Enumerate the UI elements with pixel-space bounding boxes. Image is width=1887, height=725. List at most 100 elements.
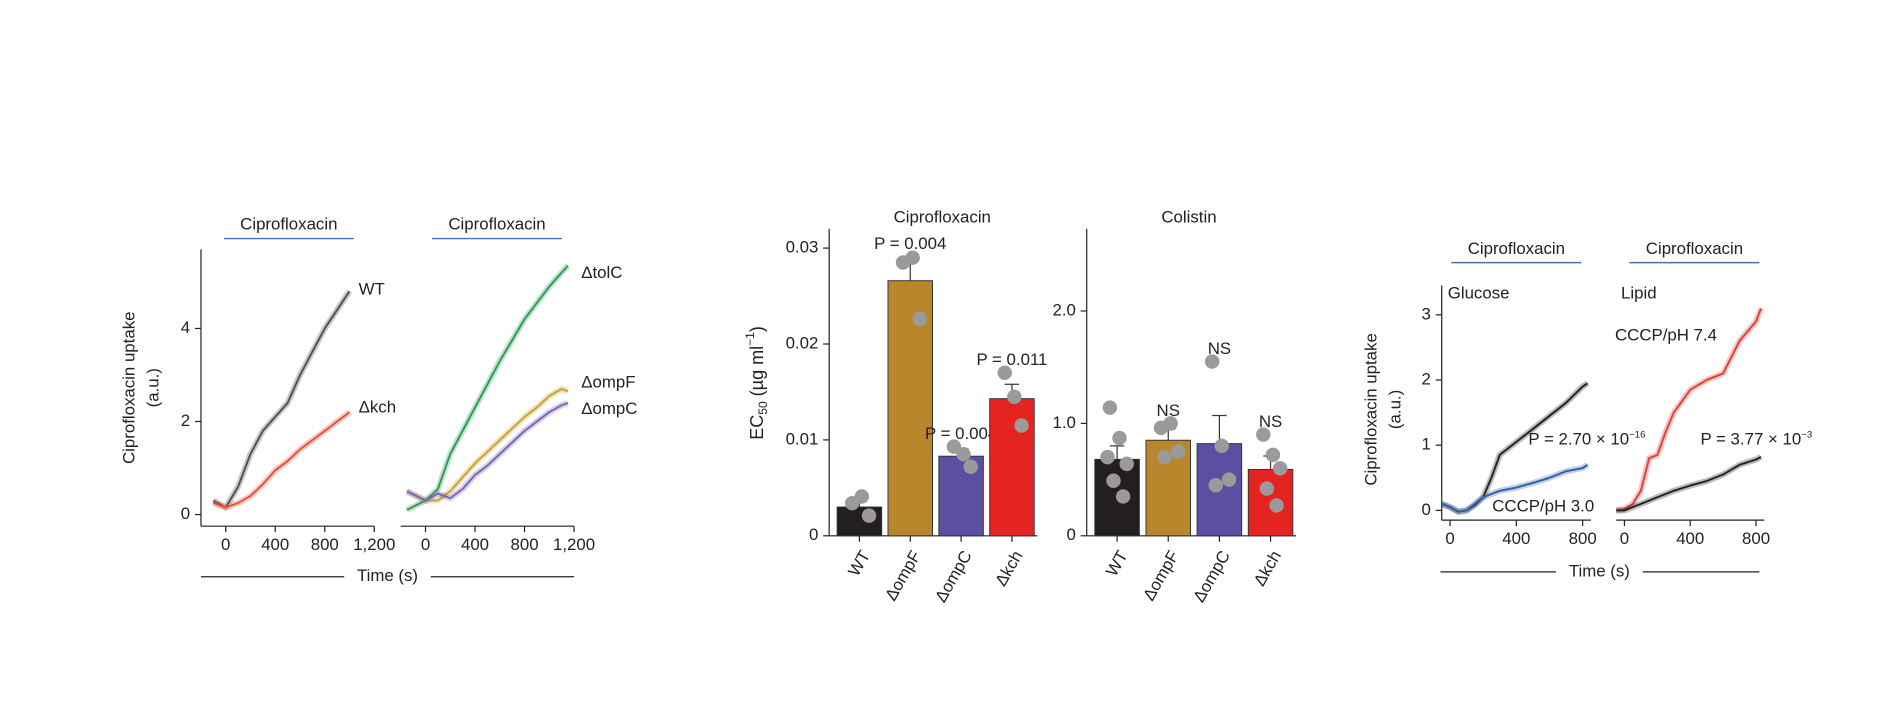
- series-label: WT: [359, 280, 385, 299]
- data-point: [1100, 449, 1115, 465]
- data-point: [854, 489, 870, 504]
- data-point: [912, 311, 928, 327]
- y-axis-label: Ciprofloxacin uptake: [1361, 333, 1380, 485]
- bar: [989, 398, 1035, 537]
- x-tick-label: 400: [261, 535, 289, 554]
- y-axis-label: EC50 (µg ml−1): [743, 326, 770, 440]
- y-tick-label: 2.0: [1052, 300, 1075, 319]
- panel-title: Colistin: [1161, 208, 1216, 227]
- y-tick-label: 2: [181, 411, 190, 430]
- x-tick-label: 800: [1742, 529, 1770, 548]
- p-value-exponent: −3: [1801, 429, 1812, 440]
- x-axis-label: Time (s): [357, 566, 418, 585]
- series-label: ΔompF: [581, 372, 635, 391]
- significance-label: NS: [1157, 401, 1180, 420]
- panel-title: Ciprofloxacin: [1468, 239, 1565, 258]
- panel-title: Ciprofloxacin: [894, 208, 991, 227]
- series-line: [406, 402, 569, 502]
- data-point: [997, 365, 1012, 380]
- significance-label: NS: [1208, 339, 1231, 358]
- y-tick-label: 0: [809, 525, 818, 544]
- series-label: ΔompC: [581, 399, 637, 418]
- x-tick-label: 800: [311, 535, 339, 554]
- data-point: [946, 439, 962, 454]
- data-point: [1272, 461, 1288, 476]
- data-point: [1157, 449, 1172, 465]
- series-line: [213, 411, 351, 509]
- p-value-text: P = 2.70 × 10: [1528, 430, 1629, 449]
- y-axis-label: (a.u.): [143, 368, 162, 407]
- x-tick-label: 0: [1620, 529, 1629, 548]
- data-point: [1115, 489, 1131, 504]
- x-tick-label: 1,200: [553, 535, 595, 554]
- panel-title: Ciprofloxacin: [1646, 239, 1743, 258]
- data-point: [1014, 418, 1029, 433]
- y-tick-label: 0: [181, 504, 190, 523]
- y-tick-label: 0: [1422, 500, 1431, 519]
- series-label: ΔtolC: [581, 263, 622, 282]
- bar: [836, 506, 883, 537]
- y-axis-label-part: ): [747, 326, 767, 332]
- significance-label: NS: [1259, 412, 1282, 431]
- significance-label: P = 0.004: [925, 424, 997, 443]
- series-label: Δkch: [359, 398, 396, 417]
- x-tick-label: 400: [461, 535, 489, 554]
- y-axis-label-part: EC: [747, 415, 767, 440]
- x-tick-label: 0: [1445, 529, 1454, 548]
- y-tick-label: 0.03: [786, 238, 819, 257]
- series-line: [1616, 456, 1762, 512]
- data-point: [1221, 472, 1237, 487]
- data-point: [1256, 427, 1271, 442]
- data-point: [1259, 481, 1275, 496]
- p-value-annotation: P = 2.70 × 10−16: [1528, 429, 1645, 449]
- y-tick-label: 0: [1067, 525, 1076, 544]
- y-axis-label: (a.u.): [1385, 390, 1404, 429]
- x-tick-label: 0: [221, 535, 230, 554]
- data-point: [1208, 477, 1223, 493]
- data-point: [1106, 473, 1121, 488]
- series-line: [406, 388, 569, 502]
- x-tick-label: 1,200: [353, 535, 395, 554]
- series-label: CCCP/pH 7.4: [1615, 325, 1717, 344]
- y-axis-label-part: 50: [756, 401, 770, 415]
- x-tick-label: 800: [510, 535, 538, 554]
- data-point: [1214, 438, 1230, 454]
- y-tick-label: 2: [1422, 369, 1431, 388]
- data-point: [1102, 400, 1118, 415]
- p-value-text: P = 3.77 × 10: [1700, 430, 1801, 449]
- data-point: [956, 447, 971, 462]
- series-line: [1441, 463, 1589, 513]
- series-line: [1616, 308, 1762, 512]
- y-tick-label: 3: [1422, 304, 1431, 323]
- series-label: CCCP/pH 3.0: [1492, 496, 1594, 515]
- data-point: [1170, 444, 1186, 459]
- y-tick-label: 1.0: [1052, 413, 1075, 432]
- series-line: [406, 264, 569, 511]
- panel-title: Ciprofloxacin: [448, 215, 545, 234]
- y-tick-label: 4: [181, 318, 190, 337]
- y-tick-label: 1: [1422, 435, 1431, 454]
- y-axis-label-part: (µg ml: [747, 346, 767, 402]
- panel-subtitle: Glucose: [1448, 283, 1510, 302]
- series-line: [212, 290, 351, 509]
- data-point: [905, 250, 920, 265]
- x-axis-label: Time (s): [1569, 561, 1630, 580]
- y-axis-label: Ciprofloxacin uptake: [119, 312, 138, 464]
- data-point: [1112, 430, 1127, 446]
- data-point: [1204, 354, 1220, 369]
- x-tick-label: 400: [1676, 529, 1704, 548]
- significance-label: P = 0.004: [874, 234, 946, 253]
- data-point: [1163, 416, 1178, 431]
- data-point: [1269, 498, 1284, 513]
- p-value-annotation: P = 3.77 × 10−3: [1700, 429, 1812, 449]
- x-tick-label: 400: [1502, 529, 1530, 548]
- data-point: [1265, 447, 1281, 463]
- y-axis-label-part: −1: [743, 332, 757, 346]
- data-point: [861, 508, 877, 523]
- panel-subtitle: Lipid: [1621, 283, 1657, 302]
- significance-label: P = 0.011: [976, 350, 1047, 369]
- data-point: [1119, 456, 1134, 472]
